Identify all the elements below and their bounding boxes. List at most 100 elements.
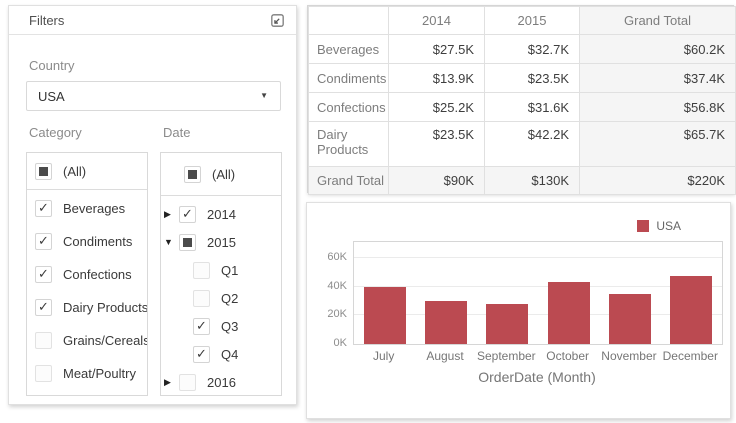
checkbox-indeterminate[interactable] bbox=[35, 162, 52, 180]
category-item[interactable]: ✓ Condiments bbox=[27, 225, 147, 258]
checkbox-indeterminate[interactable] bbox=[184, 165, 201, 183]
x-axis-tick-label: September bbox=[476, 349, 536, 363]
category-item-label: Dairy Products bbox=[63, 300, 148, 315]
pivot-value-cell[interactable]: $130K bbox=[484, 166, 580, 195]
checkbox-unchecked[interactable] bbox=[35, 332, 52, 349]
checkbox-checked[interactable]: ✓ bbox=[35, 233, 52, 250]
indeterminate-mark-icon bbox=[39, 166, 48, 176]
select-all-label: (All) bbox=[212, 166, 236, 182]
x-axis-tick-label: December bbox=[662, 349, 718, 363]
check-icon: ✓ bbox=[38, 200, 49, 215]
date-item-label: Q4 bbox=[221, 346, 239, 362]
y-axis-labels: 0K 20K 40K 60K bbox=[307, 241, 347, 349]
date-item-label: Q2 bbox=[221, 290, 239, 306]
expander-collapsed-icon[interactable]: ▶ bbox=[164, 208, 171, 219]
checkbox-checked[interactable]: ✓ bbox=[35, 200, 52, 217]
checkbox-checked[interactable]: ✓ bbox=[35, 266, 52, 283]
pivot-value-cell[interactable]: $90K bbox=[388, 166, 485, 195]
checkbox-checked[interactable]: ✓ bbox=[35, 299, 52, 316]
select-all-label: (All) bbox=[63, 163, 87, 179]
pivot-row-label[interactable]: Dairy Products bbox=[308, 121, 389, 167]
date-tree-item[interactable]: ✓ Q3 bbox=[161, 312, 281, 340]
y-axis-tick-label: 60K bbox=[327, 250, 347, 263]
category-item[interactable]: Grains/Cereals bbox=[27, 324, 147, 357]
date-select-all-item[interactable]: (All) bbox=[161, 153, 281, 196]
expander-expanded-icon[interactable]: ▼ bbox=[164, 237, 173, 247]
pivot-value-cell[interactable]: $13.9K bbox=[388, 63, 485, 93]
pivot-row: Condiments $13.9K $23.5K $37.4K bbox=[308, 63, 736, 93]
pivot-column-header[interactable]: 2015 bbox=[484, 6, 580, 35]
pivot-row-label[interactable]: Beverages bbox=[308, 34, 389, 64]
date-tree-item[interactable]: ▶ ✓ 2014 bbox=[161, 200, 281, 228]
pivot-value-cell[interactable]: $23.5K bbox=[388, 121, 485, 167]
category-select-all-item[interactable]: (All) bbox=[27, 153, 147, 190]
checkbox-unchecked[interactable] bbox=[35, 365, 52, 382]
pivot-column-header[interactable]: 2014 bbox=[388, 6, 485, 35]
chart-bar[interactable] bbox=[363, 287, 406, 344]
pivot-value-cell[interactable]: $23.5K bbox=[484, 63, 580, 93]
legend-label: USA bbox=[656, 219, 681, 233]
category-item[interactable]: ✓ Confections bbox=[27, 258, 147, 291]
x-axis-tick-label: November bbox=[601, 349, 657, 363]
date-label: Date bbox=[163, 125, 191, 140]
checkbox-indeterminate[interactable] bbox=[179, 233, 196, 251]
date-tree-item[interactable]: ✓ Q4 bbox=[161, 340, 281, 368]
category-item[interactable]: Meat/Poultry bbox=[27, 357, 147, 390]
gridline bbox=[354, 256, 722, 258]
category-item-label: Meat/Poultry bbox=[63, 366, 136, 381]
pivot-value-cell[interactable]: $37.4K bbox=[579, 63, 736, 93]
category-item-label: Beverages bbox=[63, 201, 126, 216]
pivot-corner-cell bbox=[308, 6, 389, 35]
export-button[interactable] bbox=[268, 11, 286, 29]
pivot-value-cell[interactable]: $220K bbox=[579, 166, 736, 195]
chart-bar[interactable] bbox=[547, 282, 590, 344]
date-item-label: 2016 bbox=[207, 374, 236, 390]
chart-bar[interactable] bbox=[670, 276, 713, 344]
x-axis-tick-label: July bbox=[372, 349, 395, 363]
checkbox-unchecked[interactable] bbox=[193, 261, 210, 279]
category-item-label: Confections bbox=[63, 267, 132, 282]
chart-bar[interactable] bbox=[486, 304, 529, 344]
date-item-label: Q1 bbox=[221, 262, 239, 278]
expander-collapsed-icon[interactable]: ▶ bbox=[164, 376, 171, 387]
pivot-value-cell[interactable]: $32.7K bbox=[484, 34, 580, 64]
date-tree-item[interactable]: Q2 bbox=[161, 284, 281, 312]
pivot-value-cell[interactable]: $65.7K bbox=[579, 121, 736, 167]
category-item[interactable]: ✓ Dairy Products bbox=[27, 291, 147, 324]
pivot-value-cell[interactable]: $25.2K bbox=[388, 92, 485, 122]
legend-item[interactable]: USA bbox=[637, 219, 681, 233]
date-tree-item[interactable]: ▼ 2015 bbox=[161, 228, 281, 256]
date-tree-item[interactable]: ▶ 2016 bbox=[161, 368, 281, 395]
filters-panel-title: Filters bbox=[29, 12, 65, 28]
pivot-value-cell[interactable]: $42.2K bbox=[484, 121, 580, 167]
category-item[interactable]: ✓ Beverages bbox=[27, 192, 147, 225]
checkbox-checked[interactable]: ✓ bbox=[193, 317, 210, 335]
pivot-value-cell[interactable]: $27.5K bbox=[388, 34, 485, 64]
pivot-row-label[interactable]: Condiments bbox=[308, 63, 389, 93]
checkbox-checked[interactable]: ✓ bbox=[193, 345, 210, 363]
chart-plot bbox=[353, 241, 723, 345]
pivot-value-cell[interactable]: $31.6K bbox=[484, 92, 580, 122]
y-axis-tick-label: 20K bbox=[327, 308, 347, 321]
pivot-column-header[interactable]: Grand Total bbox=[579, 6, 736, 35]
country-select-value: USA bbox=[38, 88, 65, 104]
chart-bar[interactable] bbox=[609, 294, 651, 344]
checkbox-checked[interactable]: ✓ bbox=[179, 205, 196, 223]
check-icon: ✓ bbox=[182, 205, 193, 221]
filter-columns: Category (All) ✓ Beverages ✓ Condiments ✓ Con… bbox=[26, 125, 296, 396]
country-select[interactable]: USA ▼ bbox=[26, 81, 281, 111]
pivot-row-label[interactable]: Confections bbox=[308, 92, 389, 122]
gridline bbox=[354, 285, 722, 287]
x-axis-title: OrderDate (Month) bbox=[478, 369, 596, 385]
checkbox-unchecked[interactable] bbox=[179, 373, 196, 391]
check-icon: ✓ bbox=[196, 317, 207, 333]
chart-bar[interactable] bbox=[425, 301, 467, 344]
date-item-label: 2014 bbox=[207, 206, 236, 222]
date-tree-item[interactable]: Q1 bbox=[161, 256, 281, 284]
pivot-value-cell[interactable]: $56.8K bbox=[579, 92, 736, 122]
pivot-value-cell[interactable]: $60.2K bbox=[579, 34, 736, 64]
checkbox-unchecked[interactable] bbox=[193, 289, 210, 307]
category-label: Category bbox=[29, 125, 82, 140]
pivot-row-label[interactable]: Grand Total bbox=[308, 166, 389, 195]
